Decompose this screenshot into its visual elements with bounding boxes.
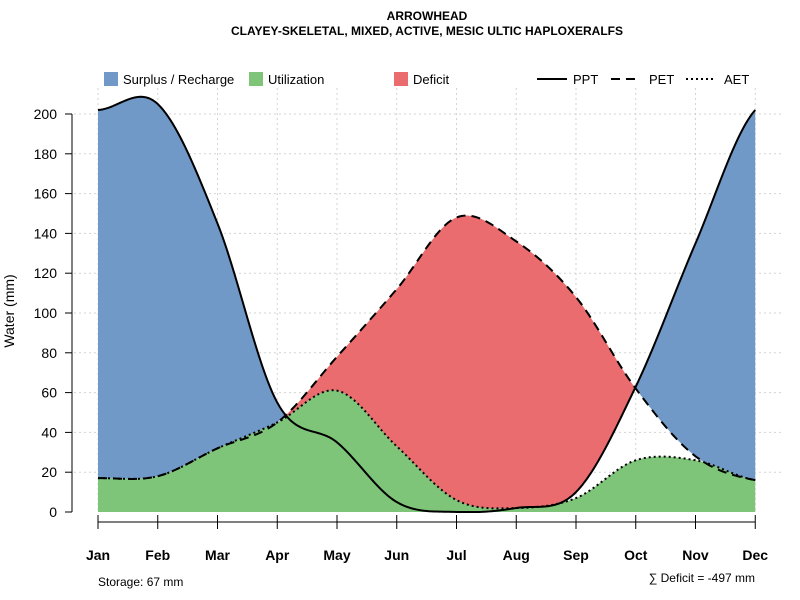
- y-axis-label: Water (mm): [1, 274, 17, 347]
- y-tick-label: 120: [34, 265, 58, 281]
- chart-subtitle: CLAYEY-SKELETAL, MIXED, ACTIVE, MESIC UL…: [231, 24, 623, 38]
- area-fills: [98, 96, 756, 512]
- series-line-aet: [97, 389, 756, 510]
- x-tick-label: Apr: [265, 547, 290, 563]
- legend-label: PPT: [573, 72, 598, 87]
- x-tick-label: Jan: [86, 547, 110, 563]
- x-tick-label: Sep: [563, 547, 589, 563]
- y-tick-label: 140: [34, 225, 58, 241]
- legend-label: Deficit: [413, 72, 450, 87]
- x-tick-label: May: [323, 547, 350, 563]
- y-tick-label: 40: [41, 424, 57, 440]
- x-tick-label: Nov: [682, 547, 709, 563]
- legend-swatch: [394, 72, 408, 86]
- y-tick-label: 160: [34, 186, 58, 202]
- y-tick-label: 200: [34, 106, 58, 122]
- legend-label: Surplus / Recharge: [123, 72, 234, 87]
- y-tick-label: 80: [41, 345, 57, 361]
- legend-label: Utilization: [268, 72, 324, 87]
- surplus-recharge-area: [98, 96, 756, 481]
- chart-title: ARROWHEAD: [387, 9, 468, 23]
- y-tick-label: 180: [34, 146, 58, 162]
- x-tick-label: Dec: [742, 547, 768, 563]
- series-lines: [97, 95, 757, 513]
- axes: 0 20 40 60 80 100 120 140 160 180 200 Jan Feb Mar Apr M…: [34, 106, 769, 563]
- x-tick-label: Feb: [145, 547, 170, 563]
- legend: Surplus / Recharge Utilization Deficit PPT P…: [104, 72, 749, 87]
- legend-label: PET: [649, 72, 674, 87]
- storage-note: Storage: 67 mm: [98, 575, 183, 589]
- legend-swatch: [249, 72, 263, 86]
- series-line-pet: [97, 214, 756, 482]
- legend-swatch: [104, 72, 118, 86]
- y-tick-label: 20: [41, 464, 57, 480]
- y-tick-label: 60: [41, 385, 57, 401]
- x-tick-label: Jun: [384, 547, 409, 563]
- deficit-note: ∑ Deficit = -497 mm: [649, 571, 755, 585]
- legend-label: AET: [724, 72, 749, 87]
- x-tick-label: Jul: [446, 547, 466, 563]
- y-tick-label: 100: [34, 305, 58, 321]
- x-tick-label: Aug: [503, 547, 530, 563]
- deficit-area: [98, 215, 756, 512]
- series-line-ppt: [97, 95, 757, 513]
- y-tick-label: 0: [49, 504, 57, 520]
- utilization-area: [98, 390, 756, 512]
- x-tick-label: Oct: [624, 547, 648, 563]
- x-tick-label: Mar: [205, 547, 230, 563]
